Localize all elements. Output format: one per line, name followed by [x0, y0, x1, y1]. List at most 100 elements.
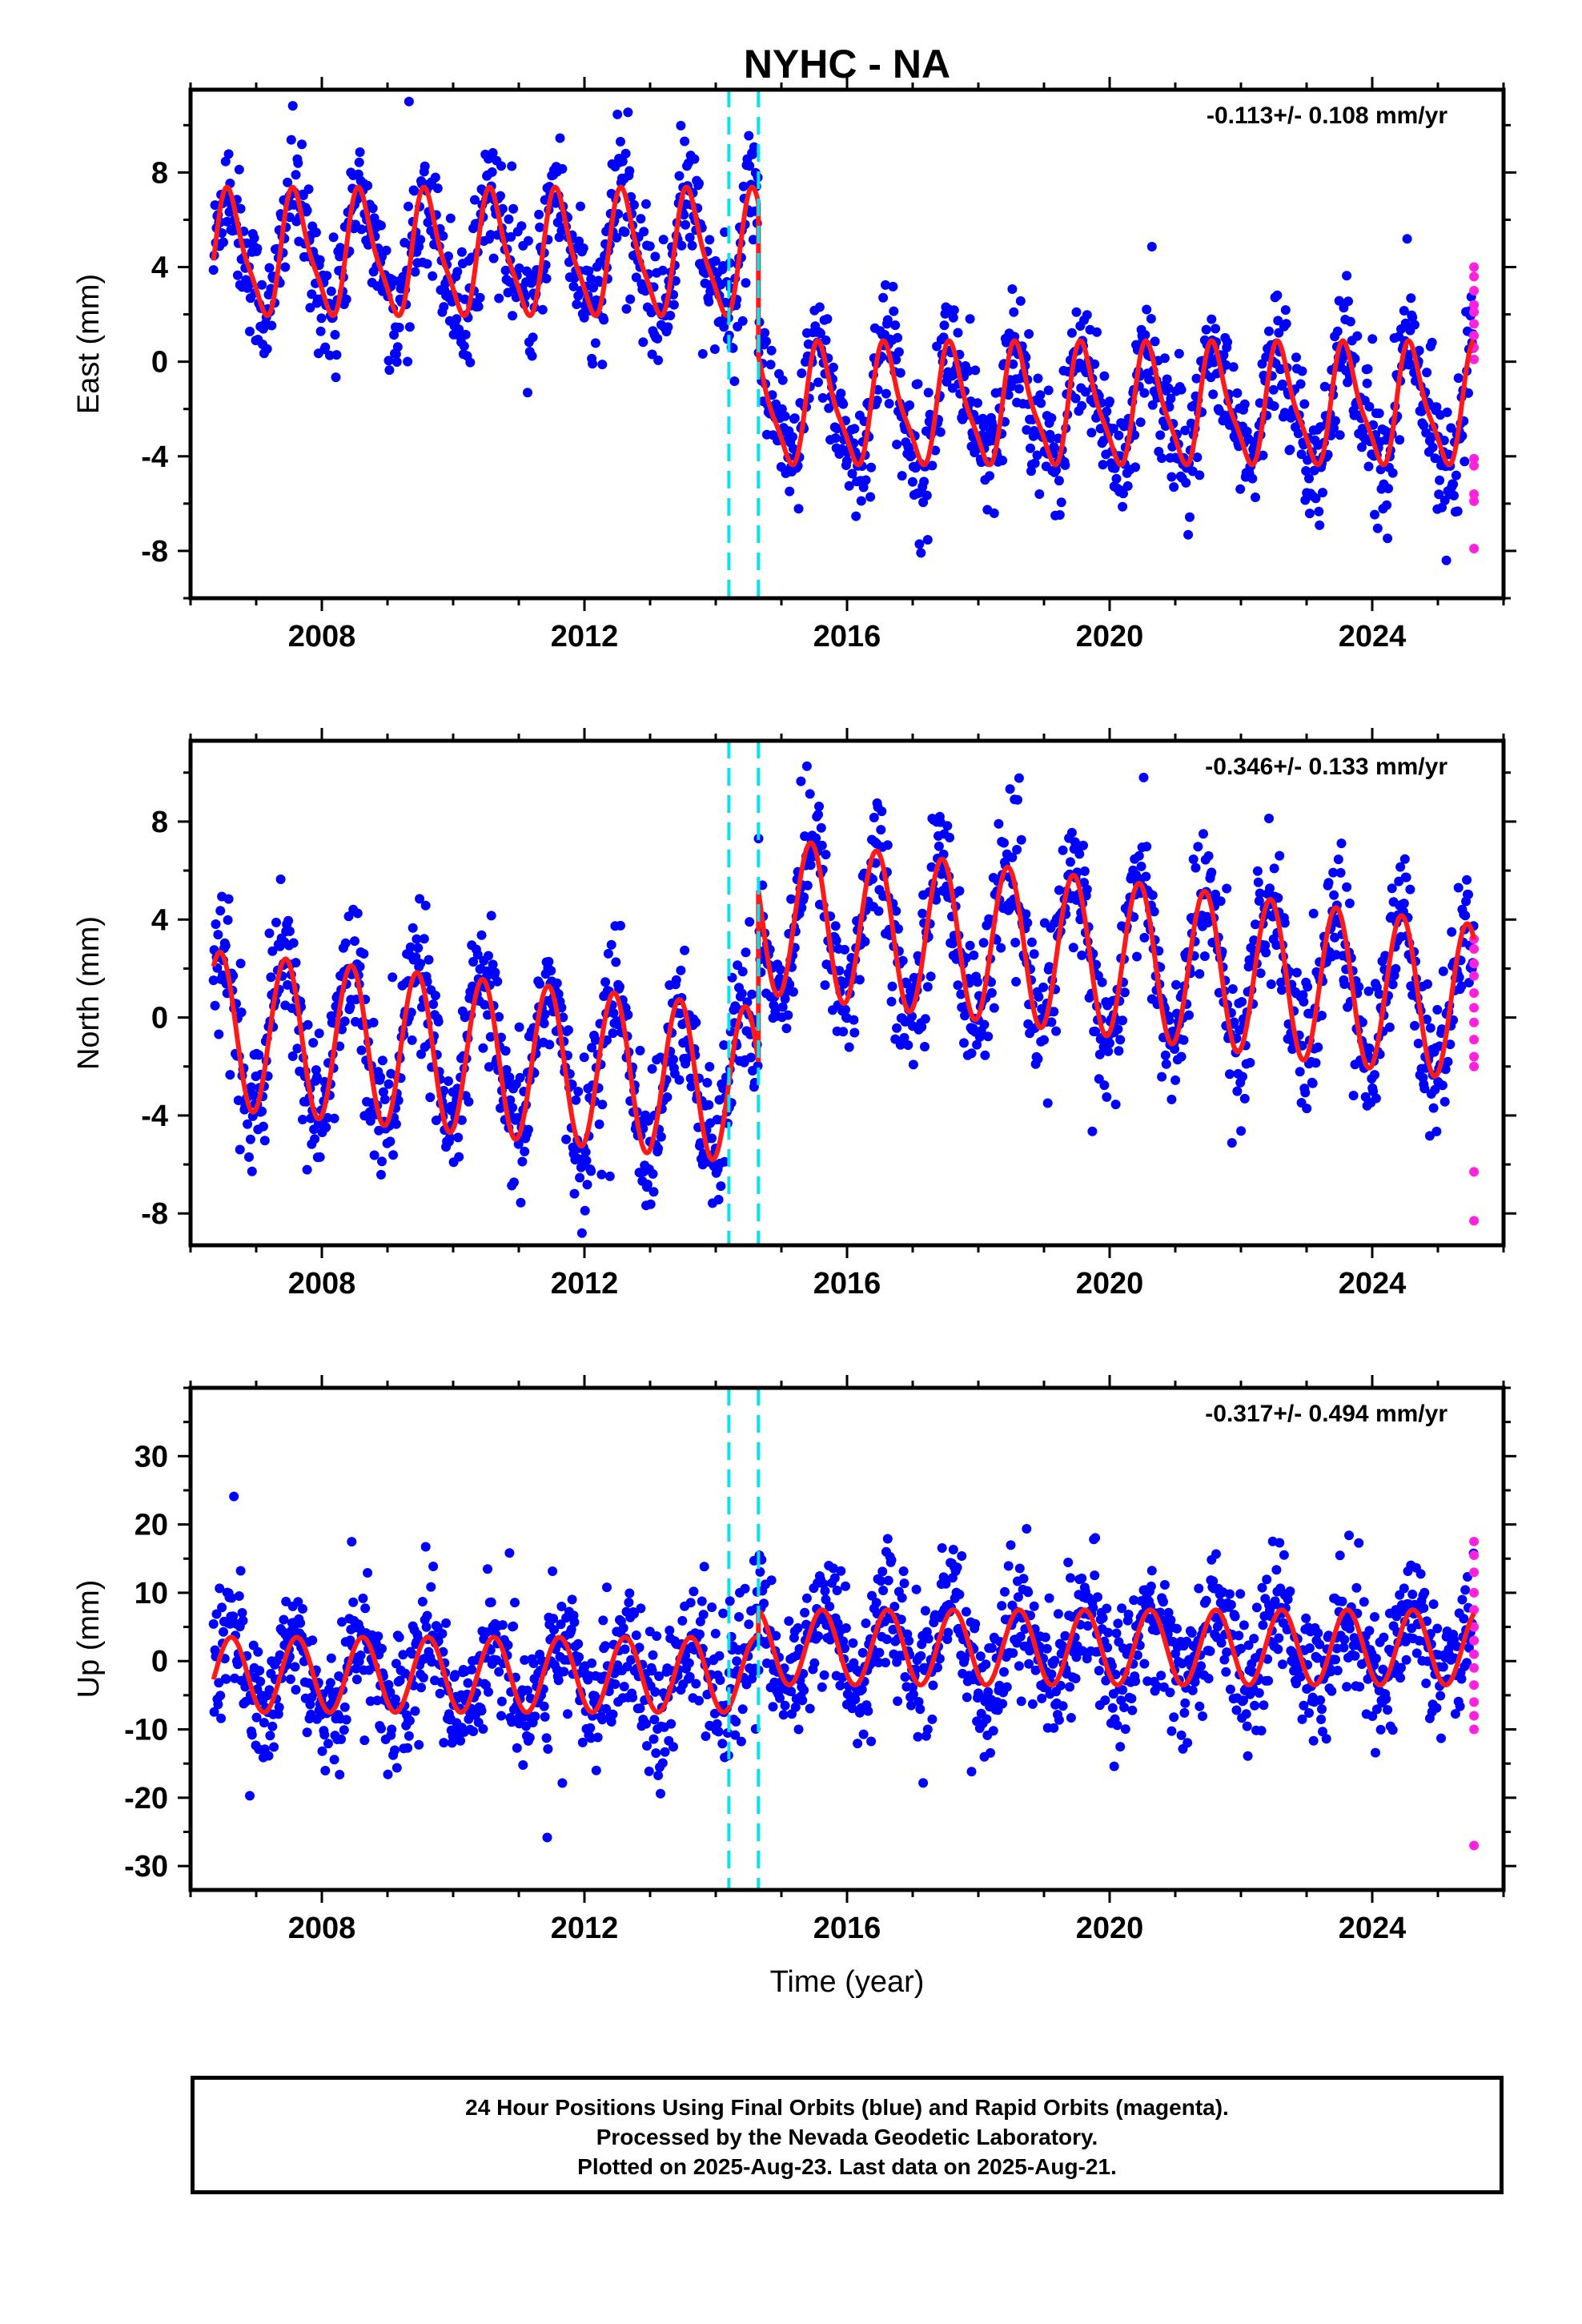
- final-orbit-point: [494, 1011, 504, 1022]
- final-orbit-point: [1208, 389, 1219, 400]
- final-orbit-point: [1103, 1627, 1114, 1638]
- final-orbit-point: [579, 1052, 589, 1063]
- final-orbit-point: [1384, 1022, 1395, 1032]
- final-orbit-point: [705, 1062, 715, 1072]
- final-orbit-point: [255, 1666, 265, 1676]
- final-orbit-point: [982, 1714, 992, 1724]
- final-orbit-point: [654, 1671, 665, 1682]
- final-orbit-point: [920, 1606, 930, 1616]
- final-orbit-point: [1424, 1131, 1435, 1141]
- final-orbit-point: [1252, 866, 1263, 876]
- final-orbit-point: [1044, 1593, 1054, 1603]
- final-orbit-point: [1082, 310, 1092, 320]
- final-orbit-point: [460, 294, 470, 304]
- final-orbit-point: [486, 911, 496, 921]
- final-orbit-point: [1049, 1007, 1059, 1017]
- final-orbit-point: [857, 1647, 868, 1658]
- final-orbit-point: [1160, 1050, 1170, 1060]
- final-orbit-point: [581, 1156, 592, 1166]
- final-orbit-point: [556, 1003, 567, 1013]
- final-orbit-point: [1247, 473, 1258, 484]
- final-orbit-point: [487, 167, 497, 177]
- rapid-orbit-point: [1469, 1035, 1480, 1045]
- final-orbit-point: [1142, 304, 1152, 315]
- final-orbit-point: [1251, 493, 1260, 502]
- final-orbit-point: [255, 1676, 266, 1687]
- y-tick-label: 0: [151, 346, 168, 380]
- final-orbit-point: [907, 476, 917, 487]
- final-orbit-point: [1232, 388, 1243, 398]
- final-orbit-point: [1263, 1675, 1274, 1686]
- final-orbit-point: [828, 362, 838, 372]
- final-orbit-point: [228, 1611, 239, 1622]
- final-orbit-point: [375, 1072, 386, 1082]
- final-orbit-point: [1046, 433, 1056, 444]
- final-orbit-point: [404, 1715, 415, 1726]
- final-orbit-point: [1066, 1713, 1076, 1723]
- final-orbit-point: [220, 940, 231, 951]
- final-orbit-point: [1222, 883, 1232, 894]
- final-orbit-point: [1387, 979, 1398, 990]
- final-orbit-point: [246, 1082, 256, 1092]
- final-orbit-point: [1165, 1687, 1175, 1698]
- final-orbit-point: [719, 1040, 729, 1050]
- final-orbit-point: [229, 1491, 239, 1502]
- final-orbit-point: [1295, 1671, 1306, 1682]
- final-orbit-point: [685, 1073, 696, 1084]
- final-orbit-point: [280, 262, 291, 272]
- final-orbit-point: [938, 332, 949, 343]
- final-orbit-point: [608, 1028, 618, 1039]
- final-orbit-point: [796, 776, 806, 786]
- final-orbit-point: [245, 326, 255, 336]
- final-orbit-point: [563, 1025, 573, 1035]
- final-orbit-point: [1236, 1126, 1247, 1136]
- final-orbit-point: [507, 161, 517, 171]
- final-orbit-point: [1226, 1599, 1236, 1610]
- final-orbit-point: [648, 1734, 659, 1744]
- final-orbit-point: [322, 271, 332, 281]
- final-orbit-point: [917, 1639, 927, 1650]
- final-orbit-point: [534, 209, 544, 219]
- final-orbit-point: [689, 154, 700, 164]
- final-orbit-point: [665, 1625, 675, 1635]
- final-orbit-point: [1186, 1628, 1197, 1638]
- final-orbit-point: [848, 1638, 858, 1648]
- final-orbit-point: [389, 330, 400, 340]
- y-tick-label: 4: [151, 903, 168, 937]
- final-orbit-point: [535, 979, 545, 989]
- final-orbit-point: [788, 432, 797, 442]
- final-orbit-point: [544, 1039, 555, 1050]
- final-orbit-point: [1387, 883, 1397, 894]
- final-orbit-point: [1074, 358, 1085, 368]
- final-orbit-point: [1176, 1730, 1186, 1740]
- final-orbit-point: [245, 1134, 255, 1144]
- final-orbit-point: [960, 1654, 970, 1664]
- plot-area: [208, 1491, 1480, 1851]
- final-orbit-point: [1013, 794, 1022, 805]
- final-orbit-point: [1399, 306, 1409, 316]
- final-orbit-point: [828, 1563, 838, 1574]
- final-orbit-point: [720, 227, 730, 237]
- final-orbit-point: [1428, 1103, 1439, 1113]
- final-orbit-point: [1127, 1705, 1138, 1715]
- final-orbit-point: [736, 1736, 746, 1747]
- final-orbit-point: [734, 1612, 744, 1622]
- final-orbit-point: [219, 237, 228, 247]
- final-orbit-point: [1371, 1093, 1381, 1104]
- final-orbit-point: [1184, 1010, 1195, 1020]
- final-orbit-point: [1211, 889, 1221, 899]
- final-orbit-point: [1014, 384, 1024, 394]
- final-orbit-point: [615, 982, 624, 992]
- final-orbit-point: [209, 1707, 219, 1717]
- final-orbit-point: [965, 940, 975, 951]
- final-orbit-point: [1406, 293, 1416, 304]
- final-orbit-point: [1021, 909, 1031, 919]
- final-orbit-point: [783, 1010, 793, 1020]
- final-orbit-point: [644, 241, 655, 251]
- final-orbit-point: [1342, 882, 1352, 892]
- final-orbit-point: [258, 1121, 268, 1132]
- final-orbit-point: [1231, 1705, 1242, 1715]
- final-orbit-point: [561, 1134, 572, 1144]
- final-orbit-point: [840, 1643, 849, 1654]
